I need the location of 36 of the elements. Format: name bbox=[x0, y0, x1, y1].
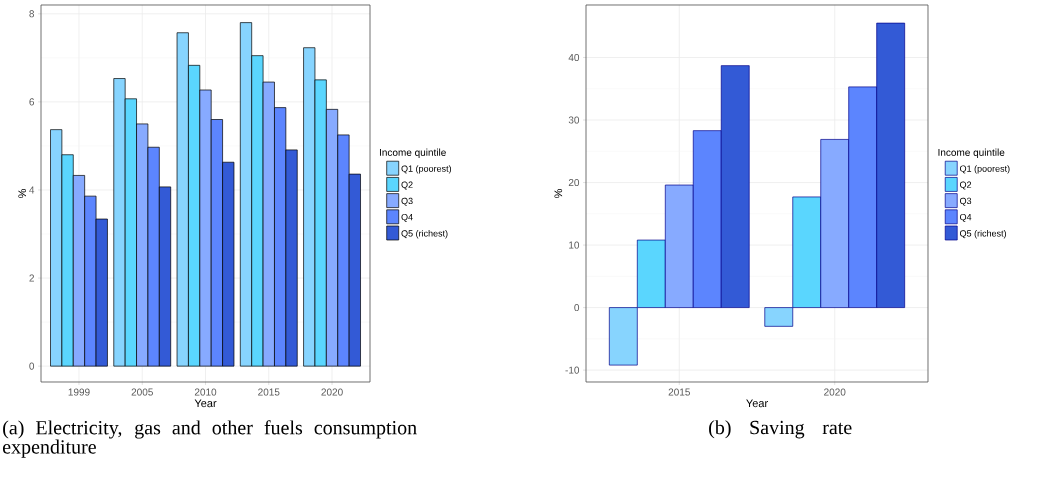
y-tick-label: 8 bbox=[29, 10, 35, 18]
legend-label: Q5 (richest) bbox=[960, 230, 1007, 239]
x-axis-title: Year bbox=[746, 399, 768, 408]
y-tick-label: 2 bbox=[29, 274, 34, 282]
legend-label: Q5 (richest) bbox=[401, 230, 448, 239]
y-tick-label: 6 bbox=[29, 98, 35, 106]
x-tick-label: 2005 bbox=[131, 388, 153, 396]
legend-label: Q3 bbox=[401, 197, 413, 206]
x-tick-label: 2020 bbox=[321, 388, 343, 396]
y-axis-title: % bbox=[554, 189, 563, 198]
y-tick-label: 0 bbox=[574, 304, 580, 312]
x-tick-label: 2010 bbox=[194, 388, 217, 396]
x-tick-label: 2020 bbox=[824, 388, 846, 396]
y-tick-label: 30 bbox=[568, 116, 580, 124]
legend-label: Q1 (poorest) bbox=[401, 165, 452, 174]
x-axis-title: Year bbox=[194, 399, 217, 408]
y-tick-label: 0 bbox=[29, 362, 35, 370]
legend-label: Q3 bbox=[960, 197, 972, 206]
text: (a) Electricity, gas and other fuels consumption expenditure bbox=[3, 420, 417, 458]
x-tick-label: 1999 bbox=[68, 388, 90, 396]
legend-label: Q1 (poorest) bbox=[960, 165, 1010, 174]
legend-title: Income quintile bbox=[938, 148, 1005, 158]
y-tick-label: 40 bbox=[568, 53, 580, 62]
y-tick-label: 20 bbox=[568, 179, 580, 187]
legend-label: Q2 bbox=[960, 181, 972, 190]
legend-title: Income quintile bbox=[379, 148, 446, 158]
legend-label: Q4 bbox=[401, 213, 413, 222]
x-tick-label: 2015 bbox=[668, 388, 690, 396]
legend-label: Q2 bbox=[401, 181, 413, 190]
legend-label: Q4 bbox=[960, 213, 972, 222]
y-tick-label: 4 bbox=[29, 186, 35, 194]
y-tick-label: 10 bbox=[569, 241, 580, 249]
text: (b) Saving rate bbox=[709, 420, 852, 439]
y-axis-title: % bbox=[18, 189, 27, 198]
x-tick-label: 2015 bbox=[258, 388, 280, 396]
y-tick-label: -10 bbox=[565, 366, 580, 374]
